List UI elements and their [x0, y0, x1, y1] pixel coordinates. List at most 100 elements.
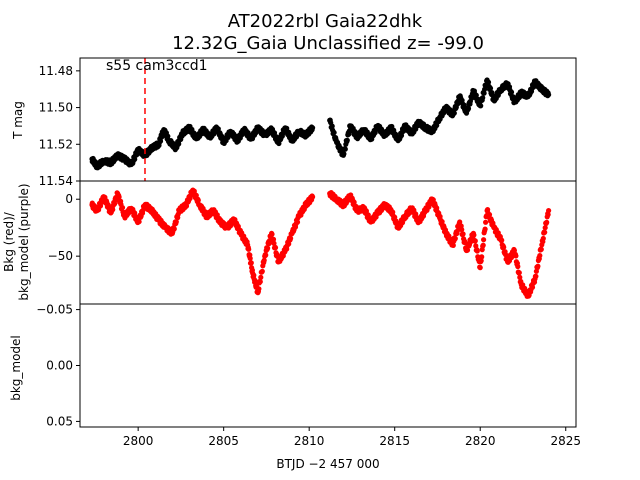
data-point — [546, 208, 552, 214]
data-point — [546, 92, 552, 98]
data-point — [116, 194, 122, 200]
data-point — [537, 253, 543, 259]
data-point — [270, 236, 277, 242]
middle-y-axis-label-line1: Bkg (red)/ — [2, 211, 16, 272]
y-tick-label: 0.00 — [46, 359, 73, 373]
top-points-group — [89, 77, 552, 171]
data-point — [329, 123, 335, 129]
x-tick-label: 2825 — [550, 434, 581, 448]
data-point — [533, 273, 539, 279]
data-point — [310, 125, 316, 131]
y-tick-label: 11.54 — [39, 174, 73, 188]
y-tick-label: 0.05 — [46, 414, 73, 428]
data-point — [257, 279, 263, 285]
data-point — [478, 103, 484, 109]
data-point — [515, 263, 521, 270]
x-tick-label: 2815 — [379, 434, 410, 448]
data-point — [310, 194, 316, 200]
data-point — [516, 270, 522, 276]
chart-title-line1: AT2022rbl Gaia22dhk — [228, 11, 423, 32]
data-point — [542, 225, 548, 231]
x-tick-label: 2805 — [208, 434, 239, 448]
data-point — [529, 284, 536, 290]
data-point — [331, 130, 337, 136]
data-point — [460, 231, 466, 237]
data-point — [265, 245, 271, 251]
top-panel: s55 cam3ccd1 11.48 11.50 11.52 11.54 T mag — [11, 57, 577, 188]
data-point — [474, 248, 480, 254]
data-point — [485, 79, 492, 85]
data-point — [459, 227, 465, 233]
data-point — [471, 232, 477, 238]
data-point — [478, 258, 484, 264]
bottom-y-ticks: −0.05 0.00 0.05 — [36, 303, 80, 428]
data-point — [344, 137, 350, 143]
data-point — [252, 278, 258, 284]
data-point — [256, 286, 262, 292]
data-point — [341, 151, 347, 157]
data-point — [136, 219, 142, 225]
top-y-ticks: 11.48 11.50 11.52 11.54 — [39, 64, 80, 188]
data-point — [439, 219, 445, 225]
data-point — [246, 246, 252, 252]
data-point — [457, 219, 463, 225]
data-point — [481, 90, 487, 96]
middle-points-group — [89, 187, 552, 299]
y-tick-label: 11.52 — [39, 137, 73, 151]
x-tick-label: 2800 — [123, 434, 154, 448]
data-point — [482, 226, 488, 232]
data-point — [171, 226, 177, 232]
data-point — [472, 238, 478, 244]
data-point — [157, 138, 164, 144]
bottom-axes-frame — [79, 303, 577, 428]
data-point — [450, 242, 456, 248]
y-tick-label: 0 — [65, 192, 73, 206]
data-point — [258, 274, 264, 280]
data-point — [263, 252, 269, 258]
data-point — [248, 260, 254, 266]
data-point — [451, 110, 457, 116]
y-tick-label: 11.50 — [39, 101, 73, 115]
data-point — [540, 235, 546, 242]
middle-y-axis-label-line2: bkg_model (purple) — [17, 183, 31, 300]
data-point — [513, 253, 519, 259]
data-point — [110, 207, 116, 213]
data-point — [465, 105, 472, 112]
data-point — [269, 231, 275, 237]
y-tick-label: 11.48 — [39, 64, 73, 78]
data-point — [483, 219, 489, 225]
data-point — [286, 241, 292, 247]
data-point — [259, 268, 265, 274]
data-point — [479, 254, 485, 260]
data-point — [119, 205, 126, 211]
data-point — [272, 245, 279, 251]
data-point — [480, 242, 486, 248]
data-point — [473, 92, 479, 98]
data-point — [501, 244, 507, 250]
data-point — [538, 246, 544, 252]
data-point — [294, 219, 301, 225]
chart-title-line2: 12.32G_Gaia Unclassified z= -99.0 — [172, 33, 484, 54]
data-point — [288, 235, 294, 241]
top-y-axis-label: T mag — [11, 101, 25, 140]
data-point — [112, 201, 118, 207]
middle-panel: 0 −50 Bkg (red)/ bkg_model (purple) — [2, 180, 577, 305]
bottom-panel: −0.05 0.00 0.05 2800 2805 2810 2815 2820 2825 b… — [9, 303, 581, 471]
data-point — [261, 257, 267, 263]
data-point — [392, 214, 398, 220]
x-axis-label: BTJD −2 457 000 — [276, 457, 379, 471]
data-point — [511, 247, 517, 254]
middle-y-ticks: 0 −50 — [48, 192, 80, 263]
x-tick-label: 2810 — [294, 434, 325, 448]
data-point — [535, 263, 541, 269]
data-point — [195, 197, 201, 203]
data-point — [542, 229, 548, 235]
data-point — [173, 219, 179, 225]
data-point — [480, 95, 486, 101]
data-point — [183, 203, 190, 209]
data-point — [545, 212, 551, 218]
data-point — [215, 126, 221, 132]
data-point — [477, 265, 483, 271]
data-point — [165, 133, 171, 139]
